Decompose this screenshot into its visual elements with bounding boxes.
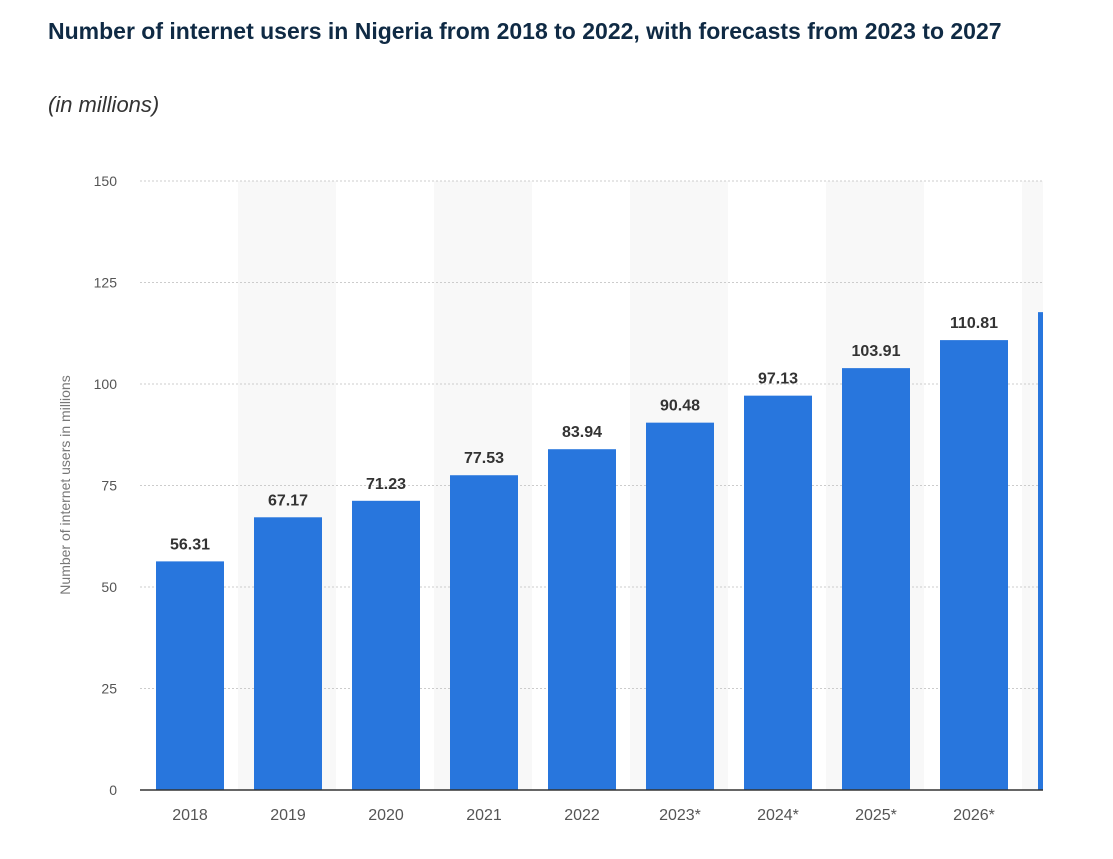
bar[interactable] (352, 500, 420, 790)
bar[interactable] (842, 368, 910, 790)
y-tick-label: 125 (94, 275, 118, 291)
x-tick-label: 2021 (466, 807, 502, 824)
data-label: 56.31 (170, 536, 210, 553)
bar[interactable] (744, 395, 812, 790)
data-label: 97.13 (758, 371, 798, 388)
background-band (1022, 181, 1043, 790)
bar[interactable] (156, 561, 224, 790)
x-tick-label: 2026* (953, 807, 995, 824)
x-tick-label: 2020 (368, 807, 404, 824)
data-label: 103.91 (852, 343, 901, 360)
data-label: 71.23 (366, 476, 406, 493)
bar[interactable] (646, 422, 714, 790)
bar[interactable] (450, 475, 518, 790)
y-axis-label: Number of internet users in millions (57, 375, 73, 594)
x-tick-label: 2023* (659, 807, 701, 824)
y-tick-label: 100 (94, 376, 118, 392)
data-label: 77.53 (464, 450, 504, 467)
y-tick-label: 25 (101, 681, 117, 697)
data-label: 110.81 (950, 315, 998, 332)
y-tick-label: 0 (109, 782, 117, 798)
x-tick-label: 2019 (270, 807, 306, 824)
x-tick-label: 2018 (172, 807, 208, 824)
y-tick-label: 75 (101, 478, 117, 494)
bar[interactable] (548, 449, 616, 790)
x-tick-label: 2022 (564, 807, 600, 824)
bar[interactable] (940, 340, 1008, 790)
data-label: 83.94 (562, 424, 602, 441)
x-tick-label: 2025* (855, 807, 897, 824)
chart-title: Number of internet users in Nigeria from… (48, 18, 1002, 44)
bar[interactable] (254, 517, 322, 790)
chart-subtitle: (in millions) (48, 92, 160, 117)
data-label: 90.48 (660, 398, 700, 415)
y-tick-label: 150 (94, 173, 118, 189)
y-tick-label: 50 (101, 579, 117, 595)
data-label: 67.17 (268, 492, 308, 509)
bar[interactable] (1038, 312, 1106, 790)
x-tick-label: 2024* (757, 807, 799, 824)
